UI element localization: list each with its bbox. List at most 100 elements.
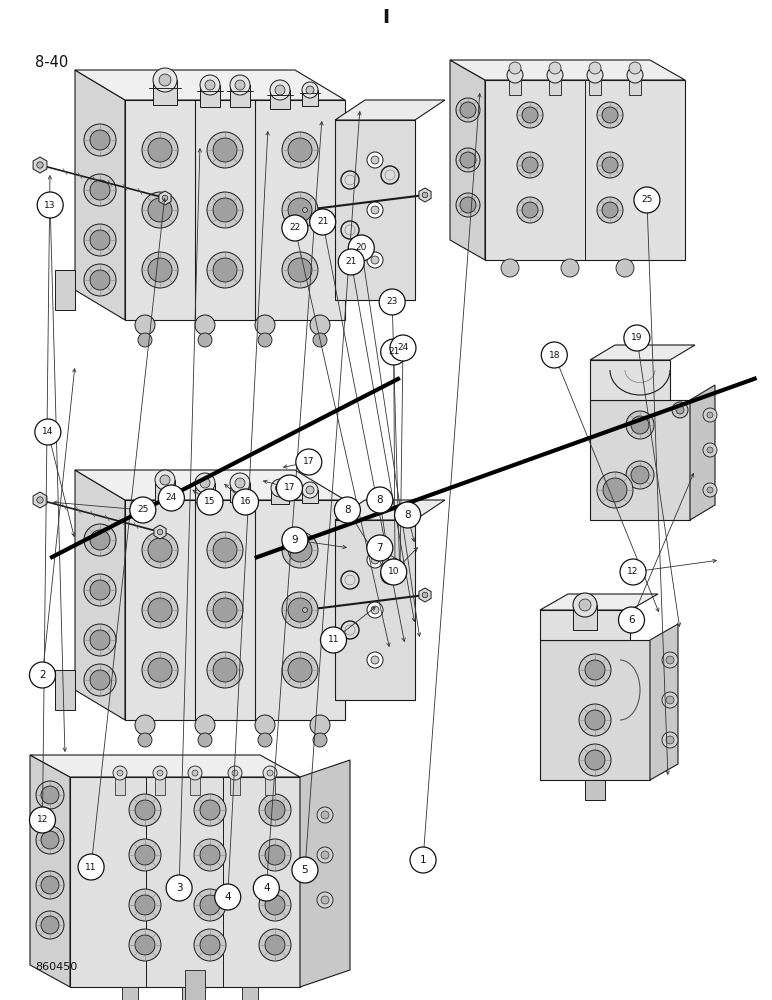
Circle shape	[194, 929, 226, 961]
Circle shape	[367, 652, 383, 668]
Circle shape	[142, 132, 178, 168]
Circle shape	[292, 857, 318, 883]
Circle shape	[90, 670, 110, 690]
Circle shape	[36, 871, 64, 899]
Polygon shape	[590, 400, 690, 520]
Circle shape	[276, 484, 285, 492]
Circle shape	[41, 876, 59, 894]
Circle shape	[265, 895, 285, 915]
Circle shape	[36, 826, 64, 854]
Circle shape	[192, 770, 198, 776]
Circle shape	[142, 192, 178, 228]
Circle shape	[585, 750, 605, 770]
Circle shape	[235, 80, 245, 90]
Circle shape	[672, 402, 688, 418]
Polygon shape	[450, 60, 485, 260]
Circle shape	[310, 715, 330, 735]
Circle shape	[310, 209, 336, 235]
Text: 11: 11	[86, 862, 96, 871]
Circle shape	[379, 289, 405, 315]
Circle shape	[662, 692, 678, 708]
Circle shape	[232, 489, 259, 515]
Circle shape	[90, 230, 110, 250]
Circle shape	[253, 875, 279, 901]
Polygon shape	[335, 120, 415, 300]
Polygon shape	[70, 777, 300, 987]
Circle shape	[579, 704, 611, 736]
Circle shape	[135, 715, 155, 735]
Text: 6: 6	[628, 615, 635, 625]
Text: 8: 8	[405, 510, 411, 520]
Circle shape	[90, 270, 110, 290]
Text: 19: 19	[631, 334, 642, 342]
Polygon shape	[230, 773, 240, 795]
Circle shape	[90, 130, 110, 150]
Polygon shape	[30, 755, 300, 777]
Text: 860450: 860450	[35, 962, 77, 972]
Circle shape	[207, 532, 243, 568]
Polygon shape	[585, 780, 605, 800]
Text: 12: 12	[37, 816, 48, 824]
Circle shape	[282, 132, 318, 168]
Circle shape	[160, 475, 170, 485]
Circle shape	[258, 733, 272, 747]
Circle shape	[200, 75, 220, 95]
Circle shape	[129, 794, 161, 826]
Text: 3: 3	[176, 883, 182, 893]
Circle shape	[662, 732, 678, 748]
Circle shape	[371, 256, 379, 264]
Text: 7: 7	[377, 543, 383, 553]
Circle shape	[267, 770, 273, 776]
Circle shape	[367, 552, 383, 568]
Circle shape	[129, 889, 161, 921]
Circle shape	[422, 192, 428, 198]
Text: 12: 12	[628, 568, 638, 576]
Circle shape	[265, 845, 285, 865]
Text: 11: 11	[328, 636, 339, 645]
Circle shape	[282, 527, 308, 553]
Circle shape	[213, 138, 237, 162]
Polygon shape	[509, 75, 521, 95]
Polygon shape	[265, 773, 275, 795]
Circle shape	[166, 875, 192, 901]
Circle shape	[195, 315, 215, 335]
Circle shape	[501, 259, 519, 277]
Text: 8: 8	[344, 505, 350, 515]
Circle shape	[142, 652, 178, 688]
Circle shape	[634, 187, 660, 213]
Circle shape	[306, 86, 314, 94]
Circle shape	[282, 652, 318, 688]
Circle shape	[288, 598, 312, 622]
Circle shape	[367, 535, 393, 561]
Circle shape	[313, 733, 327, 747]
Polygon shape	[200, 85, 220, 107]
Polygon shape	[650, 624, 678, 780]
Circle shape	[197, 489, 223, 515]
Circle shape	[162, 195, 168, 201]
Polygon shape	[185, 970, 205, 1000]
Polygon shape	[549, 75, 561, 95]
Circle shape	[36, 911, 64, 939]
Circle shape	[603, 478, 627, 502]
Circle shape	[155, 470, 175, 490]
Text: 21: 21	[317, 218, 328, 227]
Circle shape	[666, 696, 674, 704]
Polygon shape	[690, 385, 715, 520]
Circle shape	[585, 660, 605, 680]
Circle shape	[282, 532, 318, 568]
Text: 8-40: 8-40	[35, 55, 68, 70]
Polygon shape	[590, 345, 695, 360]
Circle shape	[41, 916, 59, 934]
Circle shape	[631, 466, 649, 484]
Polygon shape	[125, 100, 345, 320]
Text: 15: 15	[205, 497, 215, 506]
Circle shape	[157, 529, 163, 535]
Circle shape	[371, 156, 379, 164]
Circle shape	[306, 486, 314, 494]
Circle shape	[129, 839, 161, 871]
Circle shape	[135, 935, 155, 955]
Circle shape	[29, 807, 56, 833]
Circle shape	[597, 197, 623, 223]
Circle shape	[148, 138, 172, 162]
Circle shape	[616, 259, 634, 277]
